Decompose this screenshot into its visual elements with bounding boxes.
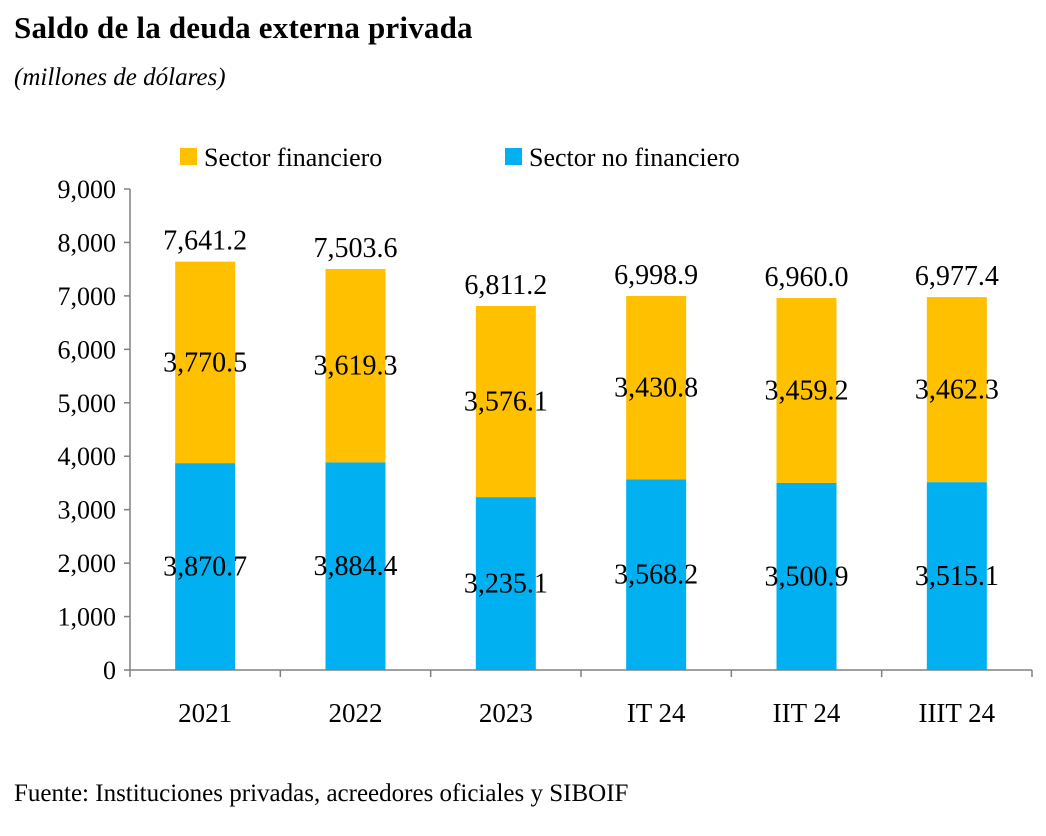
data-labels: 3,870.7 3,770.5 7,641.2 3,884.4 3,619.3 7,503… (163, 226, 999, 600)
data-label-no-financiero: 3,884.4 (314, 551, 398, 582)
bar-segment-financiero (175, 261, 236, 464)
data-label-financiero: 3,459.2 (765, 375, 849, 406)
data-label-financiero: 3,619.3 (314, 351, 398, 382)
y-tick-label: 9,000 (58, 175, 117, 204)
bar-segment-financiero (325, 268, 386, 463)
bar-segment-financiero (926, 297, 987, 483)
bar-segment-no-financiero (626, 479, 687, 670)
bar-segment-no-financiero (475, 497, 536, 670)
data-label-financiero: 3,430.8 (614, 373, 698, 404)
data-label-total: 7,641.2 (163, 226, 247, 257)
bar-segment-financiero (776, 298, 837, 483)
y-tick-label: 0 (103, 656, 116, 685)
data-label-no-financiero: 3,500.9 (765, 561, 849, 592)
data-label-no-financiero: 3,568.2 (614, 560, 698, 591)
bars (175, 261, 987, 670)
bar-segment-no-financiero (175, 463, 236, 670)
y-tick-label: 4,000 (58, 442, 117, 471)
data-label-no-financiero: 3,515.1 (915, 561, 999, 592)
data-label-total: 7,503.6 (314, 233, 398, 264)
bar-segment-financiero (475, 305, 536, 498)
x-tick-label: IIIT 24 (918, 698, 995, 728)
y-tick-label: 8,000 (58, 228, 117, 257)
data-label-no-financiero: 3,870.7 (163, 552, 247, 583)
y-tick-label: 7,000 (58, 282, 117, 311)
x-tick-label: IT 24 (627, 698, 686, 728)
x-tick-label: 2022 (329, 698, 383, 728)
data-label-total: 6,998.9 (614, 260, 698, 291)
x-tick-label: 2023 (479, 698, 533, 728)
data-label-financiero: 3,462.3 (915, 375, 999, 406)
y-tick-label: 1,000 (58, 603, 117, 632)
legend-swatch-no-financiero (505, 148, 522, 165)
data-label-financiero: 3,576.1 (464, 387, 548, 418)
chart-title: Saldo de la deuda externa privada (14, 10, 473, 45)
chart-subtitle: (millones de dólares) (14, 64, 226, 91)
data-label-total: 6,977.4 (915, 261, 999, 292)
y-tick-label: 6,000 (58, 335, 117, 364)
legend-swatch-financiero (180, 148, 197, 165)
y-tick-label: 3,000 (58, 496, 117, 525)
data-label-total: 6,811.2 (464, 270, 547, 301)
data-label-no-financiero: 3,235.1 (464, 569, 548, 600)
y-axis: 0 1,000 2,000 3,000 4,000 5,000 6,000 7,000 8,00… (58, 175, 131, 685)
y-tick-label: 2,000 (58, 549, 117, 578)
x-tick-label: IIT 24 (773, 698, 841, 728)
y-tick-label: 5,000 (58, 389, 117, 418)
bar-segment-no-financiero (325, 462, 386, 670)
source-note: Fuente: Instituciones privadas, acreedor… (14, 780, 629, 807)
data-label-total: 6,960.0 (765, 262, 849, 293)
bar-segment-financiero (626, 295, 687, 480)
legend-label-no-financiero: Sector no financiero (529, 143, 740, 172)
legend-label-financiero: Sector financiero (204, 143, 382, 172)
data-label-financiero: 3,770.5 (163, 347, 247, 378)
x-tick-label: 2021 (178, 698, 232, 728)
x-axis: 2021 2022 2023 IT 24 IIT 24 IIIT 24 (129, 669, 1033, 728)
bar-segment-no-financiero (776, 482, 837, 670)
bar-segment-no-financiero (926, 482, 987, 670)
legend: Sector financiero Sector no financiero (180, 143, 740, 172)
